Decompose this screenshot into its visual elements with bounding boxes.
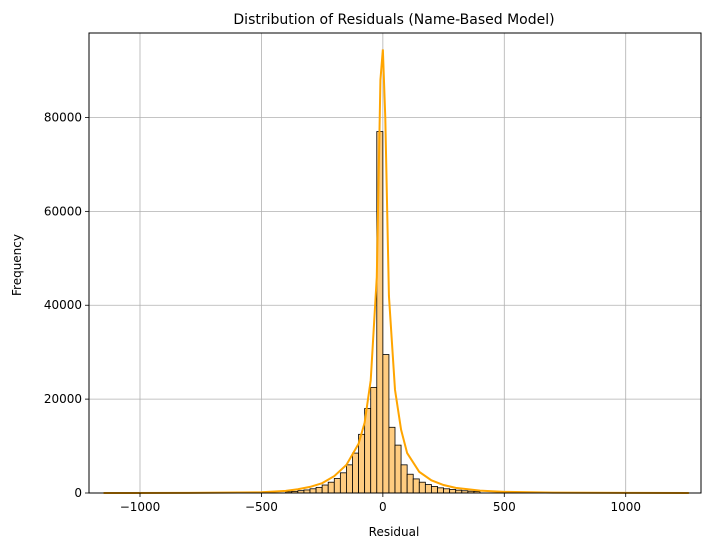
histogram-bar [382,354,390,494]
x-axis-label: Residual [369,525,420,539]
y-tick-label: 80000 [44,110,82,124]
x-tick-label: 500 [493,500,516,514]
histogram-bar [327,481,335,494]
chart-title: Distribution of Residuals (Name-Based Mo… [233,12,554,28]
histogram-bar [406,473,414,494]
histogram-bar [443,488,451,494]
histogram-bar [346,464,353,494]
histogram-bar [315,486,323,494]
y-axis-ticks: 0 20000 40000 60000 80000 [44,110,89,500]
histogram-bar [339,472,347,494]
x-tick-label: 1000 [610,500,641,514]
y-tick-label: 20000 [44,392,82,406]
y-tick-label: 0 [74,486,82,500]
histogram-bar [388,426,396,494]
kde-curve [103,49,689,494]
histogram-bar [418,481,426,494]
y-axis-label: Frequency [10,234,24,296]
histogram-bar [333,478,341,494]
histogram-bar [449,489,457,494]
histogram-bar [394,444,402,494]
histogram-bar [400,464,408,494]
x-axis-ticks: −1000 −500 0 500 1000 [120,493,641,514]
histogram-bar [309,488,317,494]
histogram-bar [352,452,359,494]
histogram-bar [437,487,444,494]
histogram-bar [370,386,378,494]
histogram-bar [431,486,438,494]
y-tick-label: 60000 [44,204,82,218]
histogram-bar [412,478,420,494]
x-tick-label: −500 [245,500,278,514]
histogram-bar [424,484,432,494]
x-tick-label: −1000 [120,500,161,514]
x-tick-label: 0 [379,500,387,514]
histogram-bar [321,484,329,494]
plot-frame [88,32,702,494]
y-tick-label: 40000 [44,298,82,312]
